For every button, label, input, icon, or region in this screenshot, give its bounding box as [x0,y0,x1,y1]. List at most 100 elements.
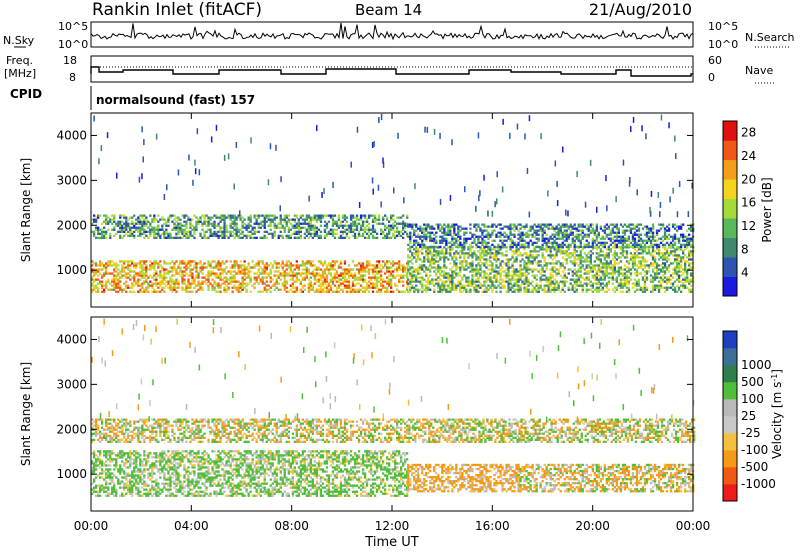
echo-cell-power [576,250,578,252]
echo-cell-power [552,244,554,246]
echo-cell-power [592,291,594,293]
echo-cell-power [207,277,209,279]
echo-cell-power [153,227,155,229]
echo-cell-power [396,266,398,268]
echo-cell-power [580,266,582,268]
echo-cell-power [542,238,544,240]
echo-cell-power [360,219,362,221]
echo-cell-power [407,224,409,226]
echo-cell-power [606,236,608,238]
echo-cell-power [175,260,177,262]
echo-cell-power [652,279,654,281]
echo-cell-power [542,279,544,281]
echo-cell-power [392,229,394,231]
echo-cell-power [427,236,429,238]
echo-cell-power [276,217,278,219]
echo-cell-power [447,277,449,279]
echo-cell-power [608,254,610,256]
echo-cell-power [542,246,544,248]
echo-cell-power [566,224,568,226]
echo-cell-power [570,224,572,226]
echo-cell-power [509,283,511,285]
echo-cell-power [256,231,258,233]
echo-cell-power [523,264,525,266]
echo-cell-power [459,254,461,256]
echo-cell-power [503,287,505,289]
echo-cell-power [622,246,624,248]
echo-cell-power [328,270,330,272]
echo-cell-power [658,254,660,256]
echo-cell-power [276,287,278,289]
echo-cell-power [266,291,268,293]
echo-cell-power [240,270,242,272]
echo-cell-power [676,254,678,256]
echo-cell-power [121,229,123,231]
echo-cell-power [622,272,624,274]
echo-cell-power [578,279,580,281]
echo-cell-power [280,264,282,266]
echo-cell-power [415,289,417,291]
echo-cell-power [336,281,338,283]
echo-cell-power [540,246,542,248]
echo-cell-power [519,224,521,226]
echo-cell-power [225,266,227,268]
echo-cell-power [175,229,177,231]
echo-cell-power [340,237,342,239]
echo-cell-power [332,231,334,233]
echo-cell-power [304,219,306,221]
echo-cell-power [236,219,238,221]
echo-cell-power [644,250,646,252]
echo-cell-power [646,246,648,248]
echo-cell-power [230,281,232,283]
echo-cell-power [672,250,674,252]
echo-cell-power [105,215,107,217]
echo-cell-power [505,226,507,228]
echo-cell-power [364,274,366,276]
echo-cell-power [666,248,668,250]
echo-cell-power [302,264,304,266]
echo-cell-power [342,274,344,276]
echo-cell-power [614,260,616,262]
echo-cell-power [620,281,622,283]
echo-cell-power [566,240,568,242]
echo-cell-power [546,266,548,268]
echo-cell-power [384,235,386,237]
echo-cell-power [129,223,131,225]
echo-cell-power [469,244,471,246]
echo-cell-power [435,236,437,238]
echo-cell-power [133,279,135,281]
echo-cell-power [425,289,427,291]
echo-cell-power [378,289,380,291]
echo-cell-power [503,285,505,287]
echo-cell-power [638,266,640,268]
echo-cell-power [435,250,437,252]
echo-cell-power [435,283,437,285]
echo-cell-power [368,231,370,233]
echo-cell-power [378,215,380,217]
echo-cell-power [449,291,451,293]
echo-cell-power [497,281,499,283]
echo-cell-power [423,285,425,287]
echo-cell-power [437,270,439,272]
echo-cell-power [525,224,527,226]
echo-cell-power [568,234,570,236]
echo-cell-power [117,285,119,287]
echo-cell-power [326,277,328,279]
echo-cell-power [491,234,493,236]
echo-cell-power [318,217,320,219]
echo-cell-power [173,229,175,231]
echo-cell-power [465,228,467,230]
echo-cell-power [540,268,542,270]
echo-cell-power [406,215,408,217]
echo-cell-power [288,272,290,274]
echo-cell-power [606,262,608,264]
echo-cell-power [310,281,312,283]
echo-cell-power [534,236,536,238]
echo-cell-power [560,250,562,252]
echo-cell-power [225,291,227,293]
echo-cell-power [284,287,286,289]
echo-cell-power [407,264,409,266]
echo-cell-power [326,268,328,270]
echo-cell-power [604,279,606,281]
echo-cell-power [191,283,193,285]
